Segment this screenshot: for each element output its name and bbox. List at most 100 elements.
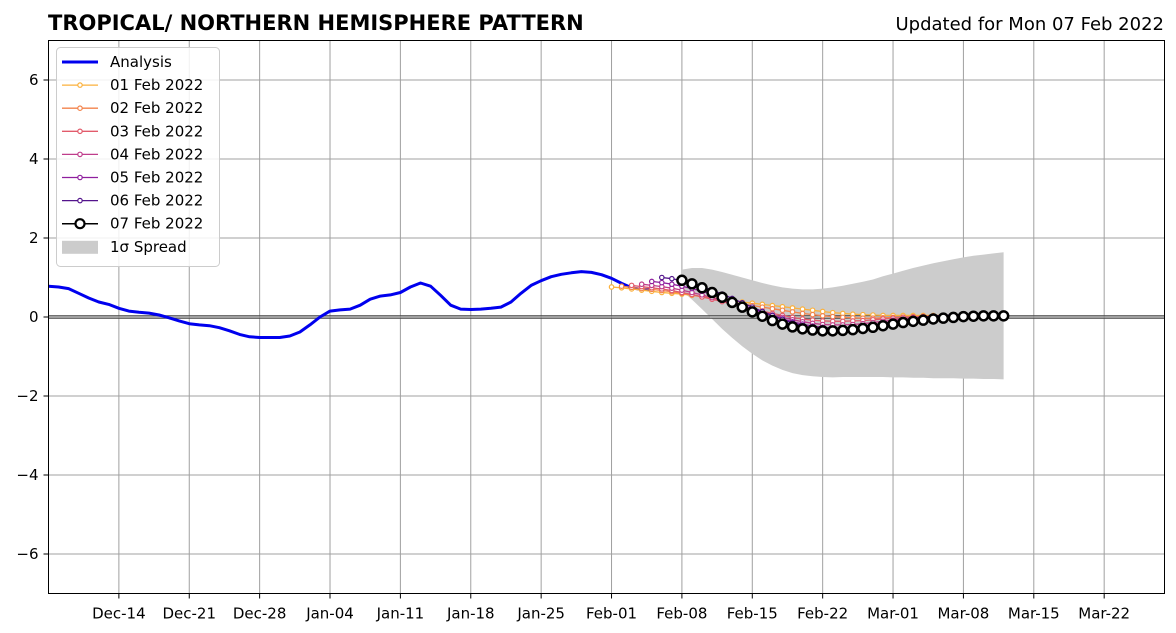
latest-point-22 xyxy=(897,316,909,329)
forecast-1-point-0 xyxy=(618,283,625,289)
latest-point-5 xyxy=(726,296,738,309)
forecast-0-point-20 xyxy=(809,307,816,314)
forecast-1-point-21 xyxy=(829,313,836,320)
x-tick-label-6: Jan-25 xyxy=(516,605,565,623)
x-tick-label-0: Dec-14 xyxy=(92,605,146,623)
x-tick-label-14: Mar-22 xyxy=(1078,605,1130,623)
latest-point-12 xyxy=(796,323,809,335)
legend-label-6: 06 Feb 2022 xyxy=(110,192,203,210)
legend-label-5: 05 Feb 2022 xyxy=(110,169,203,187)
legend-box xyxy=(56,47,220,267)
y-tick-label-2: −2 xyxy=(16,387,38,405)
x-tick-label-9: Feb-15 xyxy=(727,605,778,623)
latest-point-21 xyxy=(887,318,899,330)
latest-point-13 xyxy=(806,324,819,336)
legend-label-7: 07 Feb 2022 xyxy=(110,215,203,233)
x-tick-label-1: Dec-21 xyxy=(162,605,216,623)
y-tick-label-0: −6 xyxy=(16,545,38,563)
legend-marker-2 xyxy=(77,105,83,112)
forecast-4-point-2 xyxy=(669,281,675,288)
legend-marker-7 xyxy=(74,218,86,230)
forecast-5-point-0 xyxy=(658,274,665,281)
legend: Analysis 01 Feb 2022 02 Feb 2022 03 Feb 202… xyxy=(56,47,220,267)
forecast-1-point-16 xyxy=(779,307,786,314)
latest-point-2 xyxy=(696,282,708,294)
analysis-line xyxy=(48,270,652,339)
forecast-0-point-0 xyxy=(608,284,615,290)
x-tick-label-4: Jan-11 xyxy=(376,605,425,623)
forecast-4-point-1 xyxy=(658,279,665,286)
latest-point-26 xyxy=(937,312,950,324)
latest-point-18 xyxy=(857,322,869,335)
x-tick-label-11: Mar-01 xyxy=(867,605,919,623)
legend-entry-1: 01 Feb 2022 xyxy=(62,76,203,94)
forecast-0-point-19 xyxy=(799,306,806,312)
latest-point-14 xyxy=(816,325,829,337)
legend-entry-8: 1σ Spread xyxy=(62,238,187,256)
legend-entry-4: 04 Feb 2022 xyxy=(62,145,203,163)
x-tick-label-3: Jan-04 xyxy=(305,605,354,623)
forecast-1-point-15 xyxy=(769,305,776,312)
x-tick-label-8: Feb-08 xyxy=(656,605,707,623)
x-axis-ticks: Dec-14 Dec-21 Dec-28 Jan-04 Jan-11 Jan-18 Jan-… xyxy=(92,593,1130,623)
latest-point-24 xyxy=(917,314,929,326)
legend-entry-2: 02 Feb 2022 xyxy=(62,99,203,117)
latest-point-20 xyxy=(877,319,889,332)
y-tick-label-5: 4 xyxy=(29,150,39,168)
latest-point-23 xyxy=(907,315,919,328)
legend-entry-6: 06 Feb 2022 xyxy=(62,192,203,210)
latest-point-6 xyxy=(736,301,748,313)
legend-marker-6 xyxy=(77,197,83,204)
latest-point-0 xyxy=(676,274,688,287)
latest-point-27 xyxy=(947,311,960,324)
forecast-2-point-0 xyxy=(628,282,635,289)
latest-point-1 xyxy=(686,278,698,290)
latest-point-16 xyxy=(837,324,849,337)
legend-label-8: 1σ Spread xyxy=(110,238,187,256)
legend-entry-5: 05 Feb 2022 xyxy=(62,169,203,187)
latest-point-31 xyxy=(987,310,1000,322)
chart-title: TROPICAL/ NORTHERN HEMISPHERE PATTERN xyxy=(48,11,584,35)
forecast-line-2 xyxy=(631,284,964,322)
forecast-5-point-1 xyxy=(669,275,675,282)
y-tick-label-6: 6 xyxy=(29,71,39,89)
latest-point-29 xyxy=(967,310,980,322)
latest-point-8 xyxy=(756,310,769,322)
latest-forecast-series xyxy=(676,274,1010,337)
forecast-4-point-0 xyxy=(648,278,655,285)
latest-point-9 xyxy=(766,314,779,327)
legend-marker-3 xyxy=(77,128,83,135)
legend-marker-1 xyxy=(77,82,83,88)
legend-label-3: 03 Feb 2022 xyxy=(110,122,203,140)
latest-point-7 xyxy=(746,306,759,318)
y-tick-label-1: −4 xyxy=(16,466,38,484)
legend-label-4: 04 Feb 2022 xyxy=(110,145,203,163)
legend-label-2: 02 Feb 2022 xyxy=(110,99,203,117)
y-tick-label-4: 2 xyxy=(29,229,39,247)
latest-point-3 xyxy=(706,286,718,299)
latest-point-11 xyxy=(786,321,799,333)
x-tick-label-2: Dec-28 xyxy=(233,605,287,623)
latest-point-17 xyxy=(847,323,859,336)
latest-point-4 xyxy=(716,291,728,303)
latest-point-32 xyxy=(997,310,1010,322)
x-tick-label-5: Jan-18 xyxy=(446,605,495,623)
latest-point-15 xyxy=(826,325,839,337)
x-tick-label-12: Mar-08 xyxy=(937,605,989,623)
legend-label-0: Analysis xyxy=(110,53,172,71)
analysis-series xyxy=(48,270,652,339)
forecast-3-point-0 xyxy=(638,281,645,288)
legend-label-1: 01 Feb 2022 xyxy=(110,76,203,94)
latest-point-10 xyxy=(776,318,789,330)
forecast-1-point-20 xyxy=(819,313,826,319)
x-tick-label-7: Feb-01 xyxy=(586,605,637,623)
legend-swatch-8 xyxy=(62,240,98,254)
legend-marker-4 xyxy=(77,151,83,158)
legend-entry-7: 07 Feb 2022 xyxy=(62,215,203,233)
legend-entry-3: 03 Feb 2022 xyxy=(62,122,203,140)
chart-subtitle: Updated for Mon 07 Feb 2022 xyxy=(895,14,1164,35)
latest-point-30 xyxy=(977,310,990,322)
y-axis-ticks: −6 −4 −2 0 2 4 6 xyxy=(16,71,49,563)
x-tick-label-10: Feb-22 xyxy=(797,605,848,623)
